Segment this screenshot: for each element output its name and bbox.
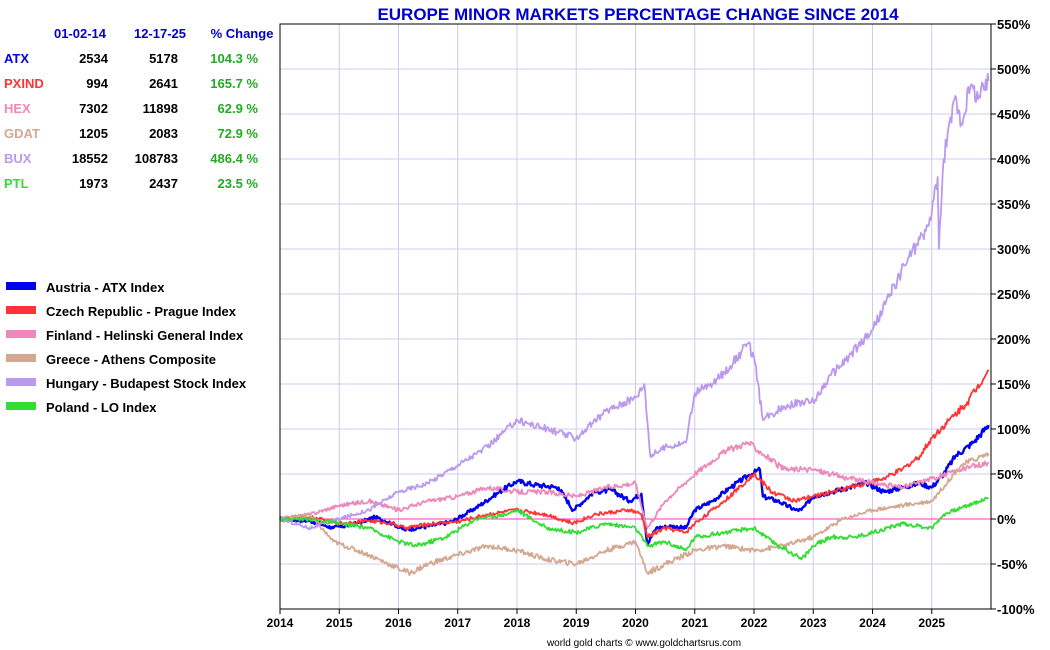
y-tick-label: 250%	[997, 287, 1031, 302]
legend-swatch	[6, 282, 36, 290]
table-row-start: 7302	[79, 101, 108, 116]
y-axis-ticks: -100% -50% 0% 50% 100% 150% 200% 250% 300% 350% 40…	[991, 17, 1035, 617]
x-tick-label: 2024	[859, 616, 886, 630]
table-row-end: 108783	[135, 151, 178, 166]
table-row-code: PXIND	[4, 76, 44, 91]
table-header: 12-17-25	[134, 26, 186, 41]
y-tick-label: 200%	[997, 332, 1031, 347]
table-row-code: ATX	[4, 51, 29, 66]
series-line-2	[279, 369, 990, 538]
table-row-change: 104.3 %	[210, 51, 258, 66]
table-row-change: 23.5 %	[218, 176, 259, 191]
legend-label: Hungary - Budapest Stock Index	[46, 376, 247, 391]
table-header: % Change	[211, 26, 274, 41]
y-tick-label: 350%	[997, 197, 1031, 212]
legend-swatch	[6, 330, 36, 338]
table-row-change: 165.7 %	[210, 76, 258, 91]
legend-swatch	[6, 378, 36, 386]
legend-swatch	[6, 402, 36, 410]
y-tick-label: 400%	[997, 152, 1031, 167]
plot-frame	[279, 23, 992, 610]
x-tick-label: 2021	[681, 616, 708, 630]
x-tick-label: 2025	[918, 616, 945, 630]
series-line-3	[279, 440, 990, 529]
y-tick-label: 450%	[997, 107, 1031, 122]
table-row-end: 2641	[149, 76, 178, 91]
y-tick-label: 100%	[997, 422, 1031, 437]
series-line-5	[279, 72, 990, 531]
legend-label: Austria - ATX Index	[46, 280, 165, 295]
x-tick-label: 2015	[326, 616, 353, 630]
table-row-start: 1205	[79, 126, 108, 141]
table-header: 01-02-14	[54, 26, 107, 41]
x-axis-ticks: 2014 2015 2016 2017 2018 2019 2020 2021 2022 2023…	[267, 609, 945, 630]
x-tick-label: 2017	[444, 616, 471, 630]
x-tick-label: 2020	[622, 616, 649, 630]
y-tick-label: 0%	[997, 512, 1016, 527]
legend-swatch	[6, 354, 36, 362]
legend-label: Poland - LO Index	[46, 400, 157, 415]
x-tick-label: 2022	[741, 616, 768, 630]
series-line-4	[279, 452, 990, 577]
table-row-end: 11898	[143, 101, 178, 116]
table-row-end: 2083	[149, 126, 178, 141]
table-row-start: 1973	[79, 176, 108, 191]
x-tick-label: 2019	[563, 616, 590, 630]
series-line-6	[279, 496, 989, 561]
table-row-change: 72.9 %	[218, 126, 259, 141]
table-row-change: 62.9 %	[218, 101, 259, 116]
table-row-code: GDAT	[4, 126, 40, 141]
y-tick-label: 300%	[997, 242, 1031, 257]
series-lines	[279, 72, 990, 577]
table-row-end: 2437	[149, 176, 178, 191]
table-row-end: 5178	[149, 51, 178, 66]
chart-title: EUROPE MINOR MARKETS PERCENTAGE CHANGE S…	[377, 5, 899, 24]
legend: Austria - ATX Index Czech Republic - Prag…	[6, 280, 247, 415]
x-tick-label: 2023	[800, 616, 827, 630]
legend-swatch	[6, 306, 36, 314]
y-tick-label: 550%	[997, 17, 1031, 32]
y-tick-label: 50%	[997, 467, 1023, 482]
legend-label: Finland - Helinski General Index	[46, 328, 244, 343]
table-row-start: 994	[86, 76, 108, 91]
legend-label: Czech Republic - Prague Index	[46, 304, 237, 319]
table-row-code: PTL	[4, 176, 29, 191]
y-tick-label: -50%	[997, 557, 1028, 572]
table-row-code: HEX	[4, 101, 31, 116]
y-tick-label: 150%	[997, 377, 1031, 392]
table-row-start: 2534	[79, 51, 109, 66]
legend-label: Greece - Athens Composite	[46, 352, 216, 367]
x-tick-label: 2014	[267, 616, 294, 630]
credit-text: world gold charts © www.goldchartsrus.co…	[546, 638, 741, 649]
table-row-change: 486.4 %	[210, 151, 258, 166]
table-row-code: BUX	[4, 151, 32, 166]
x-tick-label: 2016	[385, 616, 412, 630]
table-row-start: 18552	[72, 151, 108, 166]
change-table: 01-02-14 12-17-25 % Change ATX 2534 5178 104.3…	[4, 26, 273, 191]
y-tick-label: 500%	[997, 62, 1031, 77]
y-tick-label: -100%	[997, 602, 1035, 617]
x-tick-label: 2018	[504, 616, 531, 630]
